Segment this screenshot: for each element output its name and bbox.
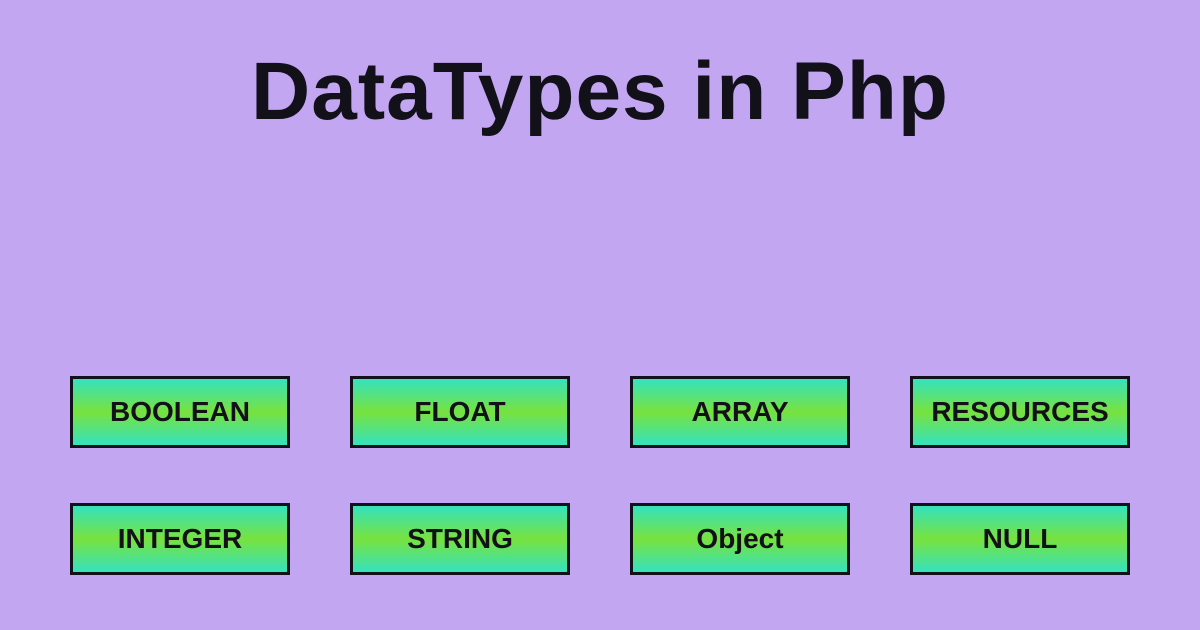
datatype-label: Object: [696, 523, 783, 555]
datatype-box: ARRAY: [630, 376, 850, 448]
datatype-box: BOOLEAN: [70, 376, 290, 448]
datatype-box: NULL: [910, 503, 1130, 575]
datatype-box: RESOURCES: [910, 376, 1130, 448]
datatype-label: ARRAY: [692, 396, 789, 428]
infographic-canvas: DataTypes in Php BOOLEAN FLOAT ARRAY RES…: [0, 0, 1200, 630]
datatype-label: BOOLEAN: [110, 396, 250, 428]
datatype-box: STRING: [350, 503, 570, 575]
datatype-label: NULL: [983, 523, 1058, 555]
datatype-grid: BOOLEAN FLOAT ARRAY RESOURCES INTEGER ST…: [0, 376, 1200, 575]
datatype-label: RESOURCES: [931, 396, 1108, 428]
datatype-box: Object: [630, 503, 850, 575]
datatype-box: FLOAT: [350, 376, 570, 448]
datatype-label: INTEGER: [118, 523, 242, 555]
datatype-label: STRING: [407, 523, 513, 555]
page-title: DataTypes in Php: [0, 45, 1200, 139]
datatype-box: INTEGER: [70, 503, 290, 575]
datatype-label: FLOAT: [414, 396, 505, 428]
